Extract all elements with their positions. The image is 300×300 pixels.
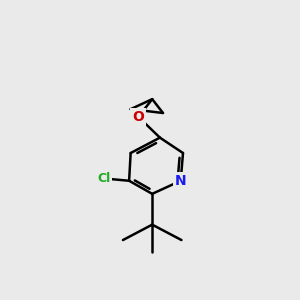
- Text: O: O: [132, 110, 144, 124]
- Text: Cl: Cl: [97, 172, 110, 185]
- Text: N: N: [175, 174, 187, 188]
